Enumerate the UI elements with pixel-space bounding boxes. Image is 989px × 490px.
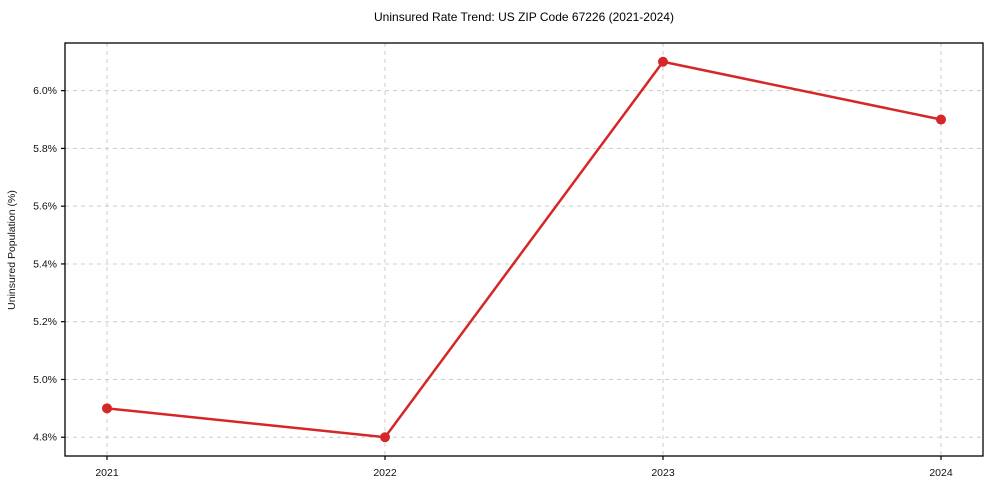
gridlines xyxy=(65,43,983,456)
data-point xyxy=(102,403,112,414)
y-tick-label: 4.8% xyxy=(33,432,57,444)
y-tick-label: 5.8% xyxy=(33,143,57,155)
chart-title: Uninsured Rate Trend: US ZIP Code 67226 … xyxy=(374,10,674,24)
data-point xyxy=(936,114,946,125)
y-tick-label: 5.6% xyxy=(33,201,57,213)
data-point xyxy=(658,56,668,67)
plot-border xyxy=(64,42,984,457)
data-point xyxy=(380,432,390,443)
y-tick-label: 5.2% xyxy=(33,316,57,328)
y-tick-label: 6.0% xyxy=(33,85,57,97)
y-axis-label: Uninsured Population (%) xyxy=(6,190,18,310)
axis-ticks xyxy=(61,90,942,460)
y-tick-label: 5.4% xyxy=(33,258,57,270)
x-tick-label: 2024 xyxy=(929,467,953,479)
trend-line xyxy=(105,60,943,439)
x-tick-label: 2021 xyxy=(95,467,119,479)
data-series xyxy=(102,56,946,443)
x-tick-label: 2022 xyxy=(373,467,397,479)
x-tick-label: 2023 xyxy=(651,467,675,479)
y-tick-label: 5.0% xyxy=(33,374,57,386)
axis-tick-labels: 4.8% 5.0% 5.2% 5.4% 5.6% 5.8% 6.0% 2021 2022 2023… xyxy=(33,85,953,479)
